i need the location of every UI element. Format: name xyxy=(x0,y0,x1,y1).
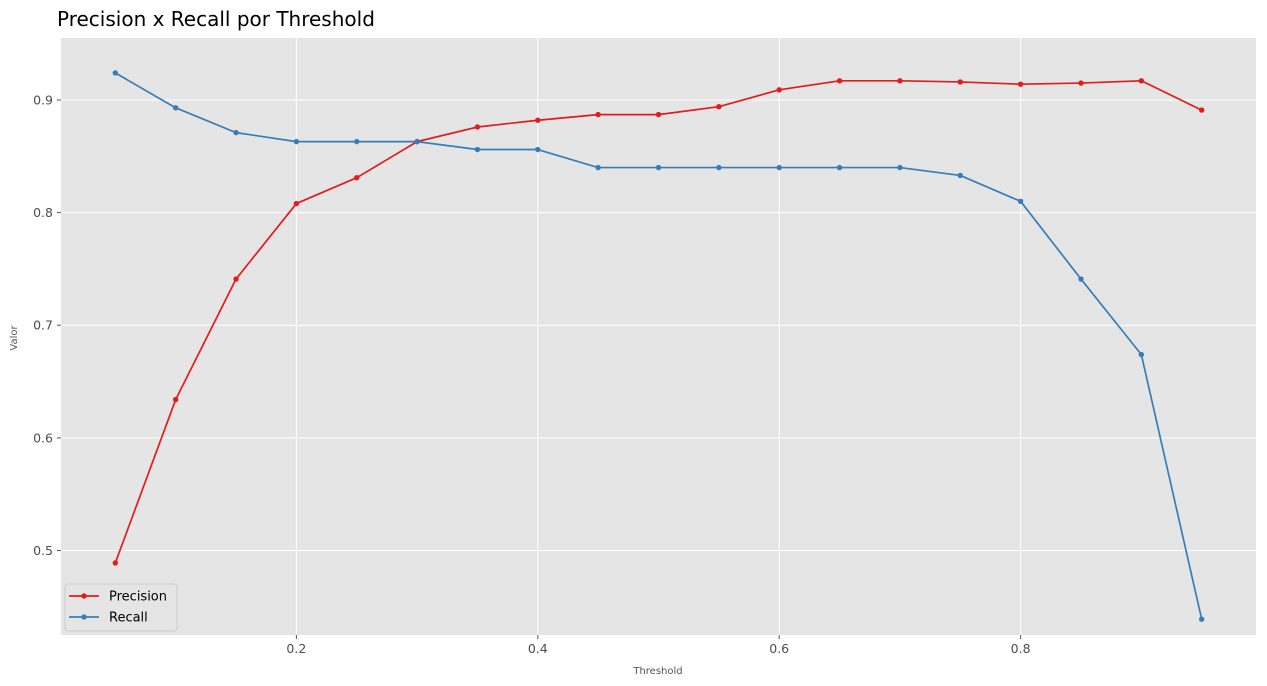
y-tick-label: 0.7 xyxy=(33,318,53,333)
recall-point xyxy=(474,146,481,153)
recall-point xyxy=(172,105,179,111)
ticks: 0.2 0.4 0.6 0.8 0.5 0.6 0.7 0.8 0.9 xyxy=(33,92,1030,656)
legend: Precision Recall xyxy=(64,583,178,632)
recall-point xyxy=(1138,351,1145,358)
legend-label-recall: Recall xyxy=(109,611,148,626)
precision-point xyxy=(535,117,541,123)
precision-point xyxy=(836,78,843,84)
precision-point xyxy=(655,111,662,118)
recall-point xyxy=(776,164,782,171)
legend-marker-precision xyxy=(81,593,87,599)
recall-point xyxy=(655,164,662,171)
precision-point xyxy=(1078,80,1084,86)
precision-point xyxy=(716,104,722,110)
recall-point xyxy=(293,138,300,145)
precision-point xyxy=(897,78,903,84)
x-axis-label: Threshold xyxy=(632,666,682,677)
x-tick-label: 0.6 xyxy=(769,641,789,656)
recall-point xyxy=(595,164,601,171)
recall-point xyxy=(112,70,119,76)
y-tick-label: 0.8 xyxy=(33,205,53,220)
precision-point xyxy=(1138,78,1145,84)
x-tick-label: 0.8 xyxy=(1011,641,1031,656)
recall-point xyxy=(836,164,843,171)
recall-point xyxy=(897,164,903,171)
x-tick-label: 0.4 xyxy=(528,641,548,656)
precision-point xyxy=(957,79,963,85)
precision-point xyxy=(1017,81,1024,87)
recall-point xyxy=(957,172,963,179)
recall-point xyxy=(1078,276,1084,282)
precision-point xyxy=(1198,107,1205,113)
precision-point xyxy=(112,560,119,566)
precision-point xyxy=(595,111,601,118)
grid xyxy=(61,38,1256,635)
recall-point xyxy=(414,138,420,145)
precision-point xyxy=(172,396,179,403)
legend-label-precision: Precision xyxy=(109,590,167,605)
precision-point xyxy=(354,174,360,181)
y-tick-label: 0.5 xyxy=(33,543,53,558)
precision-point xyxy=(776,87,782,93)
precision-point xyxy=(474,124,481,130)
plot-area xyxy=(61,38,1256,635)
y-axis-label: Valor xyxy=(9,325,20,351)
y-tick-label: 0.9 xyxy=(33,92,53,107)
recall-point xyxy=(535,146,541,153)
recall-point xyxy=(1198,616,1205,622)
x-tick-label: 0.2 xyxy=(286,641,306,656)
precision-point xyxy=(233,276,239,282)
y-tick-label: 0.6 xyxy=(33,430,53,445)
recall-point xyxy=(354,138,360,145)
recall-point xyxy=(716,164,722,171)
recall-point xyxy=(1017,198,1024,205)
precision-point xyxy=(293,200,300,207)
recall-point xyxy=(233,129,239,136)
chart-title: Precision x Recall por Threshold xyxy=(57,7,375,31)
series xyxy=(112,70,1205,622)
legend-marker-recall xyxy=(81,614,87,620)
